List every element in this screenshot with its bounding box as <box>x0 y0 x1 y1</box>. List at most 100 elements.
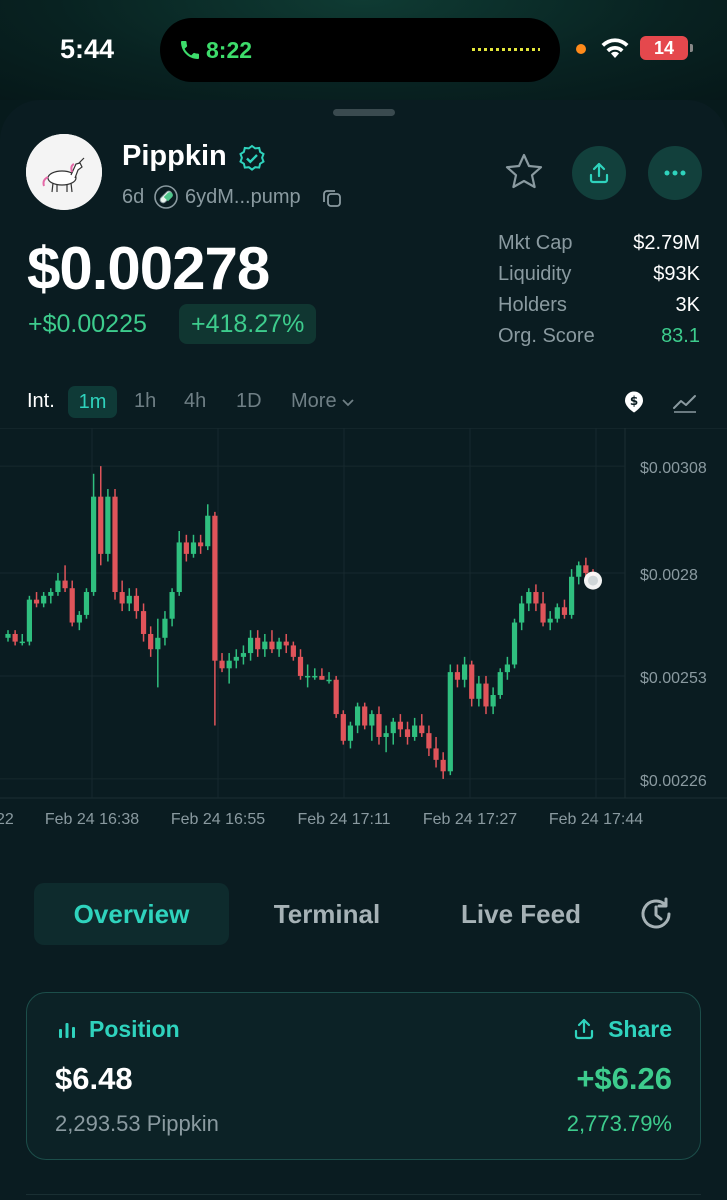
x-tick-label: Feb 24 17:44 <box>549 811 643 828</box>
price-mode-dollar-icon[interactable]: $ <box>622 390 646 414</box>
position-share-button[interactable]: Share <box>608 1016 672 1042</box>
more-options-button[interactable] <box>648 146 702 200</box>
candle-body <box>533 592 539 604</box>
candle-body <box>305 675 311 678</box>
candle-body <box>419 725 425 734</box>
divider <box>26 1194 701 1195</box>
history-icon[interactable] <box>636 894 676 934</box>
interval-1h[interactable]: 1h <box>134 390 157 412</box>
battery-level: 14 <box>653 38 675 58</box>
candle-body <box>112 496 118 593</box>
chevron-down-icon <box>341 399 354 406</box>
position-value: $6.48 <box>55 1061 133 1096</box>
favorite-star-icon[interactable] <box>502 150 546 194</box>
candle-body <box>98 496 104 554</box>
candle-body <box>226 660 232 669</box>
y-tick-label: $0.00308 <box>640 460 707 477</box>
share-button[interactable] <box>572 146 626 200</box>
share-icon[interactable] <box>572 1017 596 1041</box>
candle-body <box>433 748 439 760</box>
candle-body <box>219 660 225 669</box>
candle-body <box>91 496 97 593</box>
interval-1d[interactable]: 1D <box>236 390 262 412</box>
candle-body <box>469 664 475 699</box>
candle-body <box>262 641 268 650</box>
interval-label: Int. <box>27 390 55 412</box>
interval-4h[interactable]: 4h <box>184 390 207 412</box>
candle-body <box>526 592 532 604</box>
copy-icon[interactable] <box>321 187 343 209</box>
mic-indicator-icon <box>576 44 586 54</box>
candle-body <box>347 725 354 741</box>
candle-body <box>519 603 525 623</box>
stat-label: Holders <box>498 294 567 316</box>
candle-body <box>561 607 568 615</box>
candle-body <box>290 645 296 657</box>
candle-body <box>312 675 318 678</box>
position-amount: 2,293.53 Pippkin <box>55 1111 219 1136</box>
candle-body <box>55 580 61 593</box>
candle-body <box>369 714 375 726</box>
interval-more-label: More <box>291 390 337 412</box>
phone-icon <box>181 41 199 59</box>
candle-body <box>583 565 589 573</box>
candle-body <box>126 595 132 604</box>
candle-body <box>12 633 18 642</box>
candle-body <box>376 714 382 737</box>
candle-body <box>476 683 482 699</box>
candle-body <box>233 656 239 661</box>
candle-body <box>511 622 518 665</box>
candle-body <box>404 729 411 737</box>
interval-more[interactable]: More <box>291 390 355 413</box>
stat-label: Liquidity <box>498 263 572 285</box>
price-change-absolute: +$0.00225 <box>28 310 147 338</box>
status-time: 5:44 <box>60 34 115 64</box>
stat-mkt-cap: Mkt Cap $2.79M <box>498 230 700 261</box>
candle-body <box>440 759 446 772</box>
section-tabs: Overview Terminal Live Feed <box>0 883 727 947</box>
position-card[interactable]: Position Share $6.48 +$6.26 2,293.53 Pip… <box>26 992 701 1160</box>
price-chart[interactable]: $0.00308 $0.0028 $0.00253 $0.00226 22 Feb 24 … <box>0 428 727 848</box>
candle-body <box>269 641 275 650</box>
candle-body <box>190 542 197 554</box>
call-duration: 8:22 <box>206 37 253 63</box>
interval-selector: Int. 1m 1h 4h 1D More <box>0 386 727 420</box>
y-tick-label: $0.0028 <box>640 567 698 584</box>
tab-overview[interactable]: Overview <box>34 883 229 945</box>
bar-chart-icon <box>59 1023 75 1038</box>
candle-body <box>155 637 161 650</box>
verified-badge-icon <box>239 144 265 171</box>
candle-body <box>83 592 90 615</box>
candle-body <box>19 641 25 644</box>
candle-body <box>105 496 111 554</box>
tab-terminal[interactable]: Terminal <box>273 899 381 929</box>
candle-body <box>461 664 468 680</box>
position-pnl-percent: 2,773.79% <box>566 1111 672 1136</box>
candle-body <box>5 633 11 638</box>
last-price-marker-inner <box>588 575 598 586</box>
candle-body <box>76 614 82 623</box>
candle-body <box>283 641 289 646</box>
candle-body <box>576 565 582 577</box>
dynamic-island[interactable]: 8:22 <box>160 18 560 82</box>
stat-value: $2.79M <box>633 232 700 254</box>
tab-live-feed[interactable]: Live Feed <box>461 899 581 929</box>
stat-value: $93K <box>653 263 700 285</box>
candlestick-chart[interactable]: $0.00308 $0.0028 $0.00253 $0.00226 22 Feb 24 … <box>0 428 727 848</box>
audio-wave-icon <box>472 48 540 51</box>
token-address[interactable]: 6ydM...pump <box>185 186 301 208</box>
x-tick-label: 22 <box>0 811 14 828</box>
token-age: 6d <box>122 186 145 208</box>
line-chart-icon[interactable] <box>672 390 698 414</box>
candle-body <box>426 733 432 749</box>
candle-body <box>33 599 40 604</box>
sheet-grabber[interactable] <box>333 109 395 116</box>
current-price: $0.00278 <box>27 235 270 302</box>
candle-body <box>133 595 140 612</box>
stat-label: Org. Score <box>498 325 595 347</box>
candle-body <box>397 721 403 730</box>
interval-1m[interactable]: 1m <box>68 386 117 418</box>
candle-body <box>297 656 304 676</box>
stat-org-score: Org. Score 83.1 <box>498 323 700 354</box>
candle-body <box>240 653 247 657</box>
